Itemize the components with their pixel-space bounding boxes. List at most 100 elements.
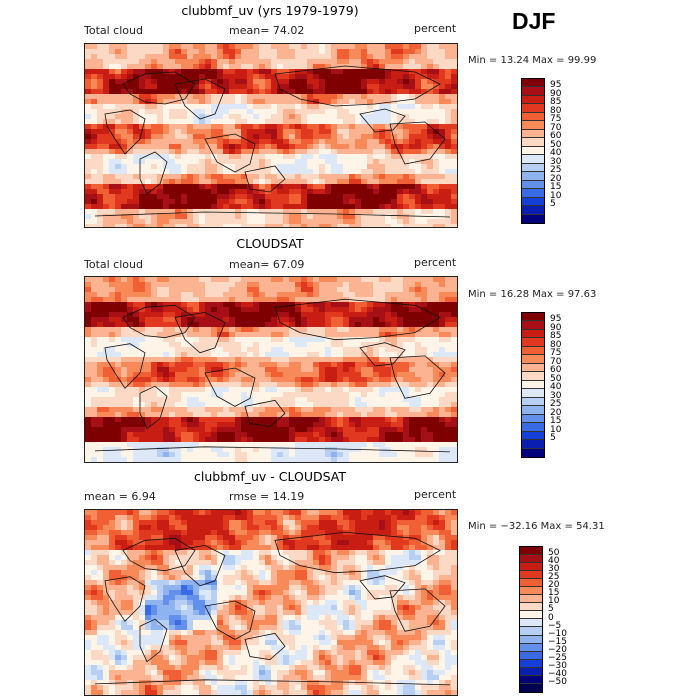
colorbar-tick-label: 60 bbox=[550, 131, 562, 142]
colorbar-tick-label: 10 bbox=[550, 190, 562, 201]
colorbar-swatch bbox=[520, 683, 542, 692]
panel3-map bbox=[84, 509, 458, 696]
panel2-title: CLOUDSAT bbox=[236, 236, 304, 251]
colorbar-tick-label: 15 bbox=[550, 416, 562, 427]
colorbar-swatch bbox=[520, 571, 542, 580]
colorbar-tick-label: 60 bbox=[550, 365, 562, 376]
colorbar-swatch bbox=[522, 163, 544, 173]
colorbar-tick-label: 15 bbox=[548, 588, 560, 599]
colorbar-tick-label: 10 bbox=[550, 424, 562, 435]
colorbar-tick-label: 85 bbox=[550, 97, 562, 108]
colorbar-tick-label: 80 bbox=[550, 339, 562, 350]
colorbar-tick-label: 5 bbox=[550, 199, 556, 210]
colorbar-swatch bbox=[522, 363, 544, 373]
coastline bbox=[204, 367, 256, 407]
panel1-title: clubbmf_uv (yrs 1979-1979) bbox=[181, 3, 359, 18]
colorbar-swatch bbox=[520, 659, 542, 668]
colorbar-swatch bbox=[522, 338, 544, 347]
colorbar-swatch bbox=[522, 389, 544, 398]
colorbar-tick-label: 75 bbox=[550, 114, 562, 125]
colorbar-swatch bbox=[522, 146, 544, 156]
colorbar-tick-label: 50 bbox=[550, 139, 562, 150]
panel1-mean-label: mean= 74.02 bbox=[229, 24, 305, 37]
panel2-minmax: Min = 16.28 Max = 97.63 bbox=[468, 289, 597, 300]
colorbar-swatch bbox=[520, 587, 542, 596]
colorbar-tick-label: 90 bbox=[550, 322, 562, 333]
colorbar-swatch bbox=[520, 595, 542, 604]
coastline bbox=[139, 618, 168, 663]
panel3-units-label: percent bbox=[414, 488, 457, 501]
panel2-units-label: percent bbox=[414, 256, 457, 269]
colorbar-swatch bbox=[520, 667, 542, 676]
panel3-minmax: Min = −32.16 Max = 54.31 bbox=[468, 521, 605, 532]
panel1-left-label: Total cloud bbox=[84, 24, 143, 37]
colorbar-tick-label: 10 bbox=[548, 596, 560, 607]
colorbar-tick-label: −25 bbox=[548, 652, 567, 663]
colorbar-swatch bbox=[522, 112, 544, 122]
coastline bbox=[244, 632, 286, 661]
colorbar-swatch bbox=[522, 155, 544, 164]
coastline bbox=[204, 133, 256, 173]
colorbar-swatch bbox=[522, 313, 544, 322]
colorbar-tick-label: −40 bbox=[548, 668, 567, 679]
colorbar-tick-label: 25 bbox=[550, 165, 562, 176]
colorbar-swatch bbox=[522, 121, 544, 130]
colorbar-swatch bbox=[520, 627, 542, 636]
colorbar-swatch bbox=[522, 380, 544, 390]
colorbar-swatch bbox=[522, 214, 544, 223]
colorbar-tick-label: −10 bbox=[548, 628, 567, 639]
colorbar-tick-label: 25 bbox=[550, 399, 562, 410]
coastline bbox=[104, 343, 146, 389]
colorbar-tick-label: 5 bbox=[548, 604, 554, 615]
colorbar-swatch bbox=[522, 414, 544, 424]
colorbar-swatch bbox=[522, 355, 544, 364]
colorbar-tick-label: 85 bbox=[550, 331, 562, 342]
colorbar-swatch bbox=[522, 321, 544, 330]
colorbar-tick-label: 75 bbox=[550, 348, 562, 359]
colorbar-tick-label: 25 bbox=[548, 572, 560, 583]
coastline bbox=[139, 385, 168, 430]
colorbar-swatch bbox=[520, 603, 542, 612]
panel1-units-label: percent bbox=[414, 22, 457, 35]
colorbar-swatch bbox=[520, 547, 542, 556]
colorbar-swatch bbox=[522, 372, 544, 381]
coastline bbox=[274, 65, 441, 107]
panel3-mean-label: mean = 6.94 bbox=[84, 490, 156, 503]
colorbar-swatch bbox=[522, 180, 544, 190]
colorbar-swatch bbox=[522, 397, 544, 407]
colorbar-swatch bbox=[520, 555, 542, 564]
colorbar-swatch bbox=[522, 138, 544, 147]
colorbar-tick-label: −15 bbox=[548, 636, 567, 647]
coastline bbox=[122, 537, 196, 572]
colorbar-tick-label: 95 bbox=[550, 314, 562, 325]
coastline bbox=[122, 304, 196, 339]
colorbar-tick-label: 40 bbox=[550, 382, 562, 393]
panel2-colorbar bbox=[521, 312, 545, 458]
coastline bbox=[244, 165, 286, 193]
colorbar-swatch bbox=[522, 172, 544, 181]
coastline bbox=[359, 575, 406, 600]
panel2-field bbox=[85, 277, 457, 462]
panel1-field bbox=[85, 44, 457, 227]
colorbar-tick-label: 80 bbox=[550, 105, 562, 116]
colorbar-swatch bbox=[520, 619, 542, 628]
colorbar-tick-label: 70 bbox=[550, 122, 562, 133]
colorbar-swatch bbox=[522, 440, 544, 449]
colorbar-swatch bbox=[522, 197, 544, 207]
panel2-mean-label: mean= 67.09 bbox=[229, 258, 305, 271]
coastline bbox=[139, 151, 168, 195]
coastline bbox=[94, 211, 451, 218]
colorbar-tick-label: 50 bbox=[548, 548, 560, 559]
colorbar-swatch bbox=[522, 448, 544, 457]
colorbar-swatch bbox=[520, 675, 542, 684]
colorbar-tick-label: 0 bbox=[548, 612, 554, 623]
colorbar-swatch bbox=[522, 87, 544, 96]
coastline bbox=[174, 78, 226, 120]
season-label: DJF bbox=[512, 8, 556, 34]
colorbar-tick-label: 20 bbox=[550, 407, 562, 418]
colorbar-swatch bbox=[522, 431, 544, 441]
colorbar-swatch bbox=[522, 95, 544, 105]
colorbar-tick-label: 30 bbox=[548, 564, 560, 575]
coastline bbox=[104, 109, 146, 155]
colorbar-swatch bbox=[520, 635, 542, 644]
